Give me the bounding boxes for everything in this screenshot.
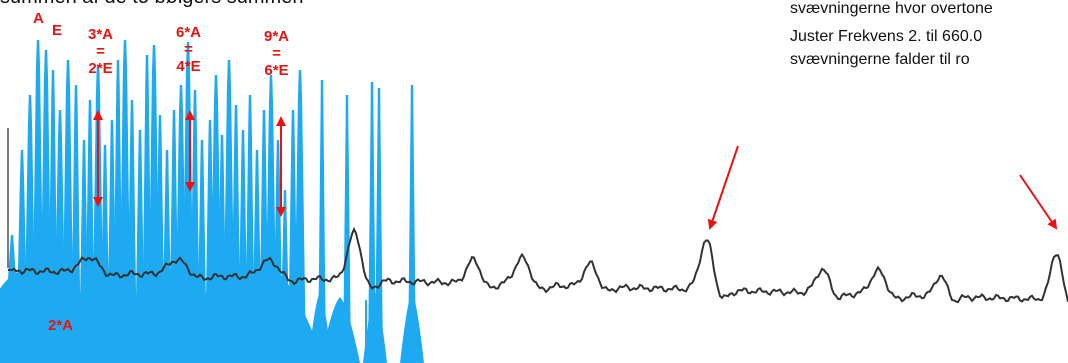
spectrum-mound <box>125 262 235 363</box>
label-e: E <box>52 22 63 39</box>
note-line-1: svævningerne hvor overtone <box>790 0 993 17</box>
red-arrow <box>707 145 739 230</box>
spectrum-peak <box>71 85 81 363</box>
spectrum-peak <box>62 60 74 363</box>
waveform-line <box>8 226 1068 304</box>
spectrum-peak <box>119 40 131 363</box>
spectrum-block <box>0 300 125 363</box>
label-a: A <box>33 10 44 27</box>
spectrum-peak <box>231 105 241 363</box>
note-line-3: svævningerne falder til ro <box>790 51 970 68</box>
spectrum-peak <box>343 95 351 363</box>
spectrum-peak <box>375 88 383 363</box>
label-6a: 6*A = 4*E <box>176 24 202 75</box>
spectrum-mound <box>215 267 325 363</box>
red-arrow <box>1019 174 1058 230</box>
spectrum-peak <box>408 85 416 363</box>
label-2a: 2*A <box>48 317 74 334</box>
spectrum-peak <box>294 70 306 363</box>
spectrum-peak <box>223 60 235 363</box>
note-line-2: Juster Frekvens 2. til 660.0 <box>790 28 983 45</box>
spectrum-mound <box>400 292 424 363</box>
label-9a: 9*A = 6*E <box>264 28 290 79</box>
spectrum-mound <box>320 297 360 363</box>
spectrum-line <box>365 300 367 363</box>
spectrum-line <box>372 300 374 363</box>
label-3a: 3*A = 2*E <box>88 26 114 77</box>
spectrum-series <box>0 40 424 363</box>
top-text: summen af de to bølgers summen <box>0 0 303 9</box>
spectrum-peak <box>135 130 145 363</box>
arrow-annotations <box>93 110 1058 230</box>
spectrum-mound <box>363 292 387 363</box>
spectrum-peak <box>32 40 44 363</box>
spectrum-peak <box>127 100 137 363</box>
spectrum-peak <box>368 82 376 363</box>
